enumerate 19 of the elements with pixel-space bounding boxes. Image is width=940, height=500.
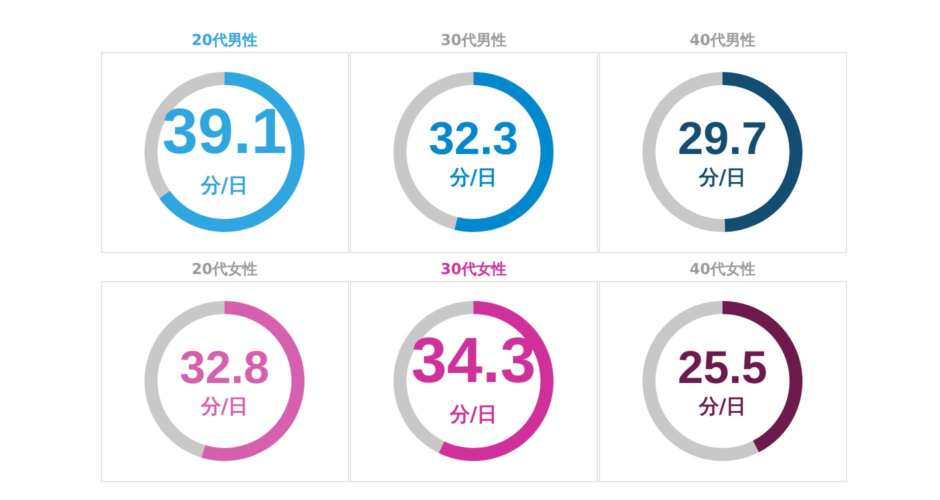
- data-label: 32.8: [180, 341, 270, 393]
- data-label: 29.7: [678, 112, 768, 164]
- data-label: 25.5: [678, 341, 768, 393]
- text: 分/日: [200, 394, 248, 418]
- chart-title: 40代男性: [690, 31, 756, 49]
- chart-title: 30代男性: [440, 31, 506, 49]
- text: 分/日: [698, 394, 746, 418]
- donut-slice: [159, 72, 304, 232]
- chart-title: 40代女性: [690, 260, 756, 278]
- text: 分/日: [698, 165, 746, 189]
- text: 分/日: [448, 402, 498, 426]
- text: 分/日: [200, 173, 248, 197]
- data-label: 32.3: [428, 112, 518, 164]
- chart-title: 20代男性: [192, 31, 258, 49]
- data-label: 39.1: [162, 95, 287, 167]
- chart-title: 20代女性: [192, 260, 258, 278]
- chart-title: 30代女性: [440, 260, 506, 278]
- data-label: 34.3: [411, 324, 536, 396]
- text: 分/日: [448, 165, 498, 189]
